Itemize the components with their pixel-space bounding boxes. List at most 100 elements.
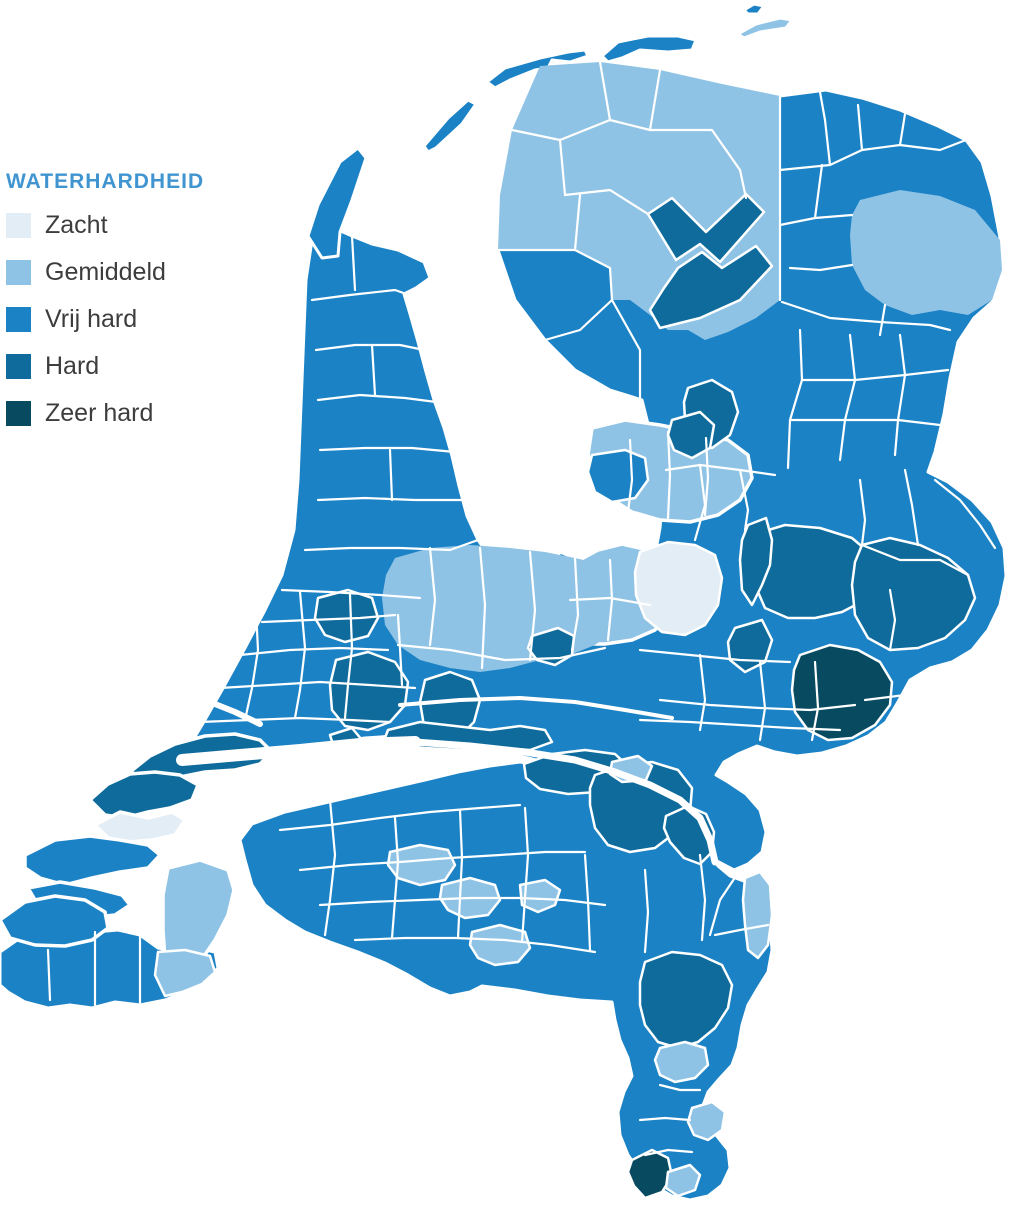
municipal-border: [353, 936, 597, 954]
municipal-border: [520, 806, 530, 944]
region-island-walcheren: [0, 894, 110, 948]
municipal-border: [396, 643, 607, 662]
region-nop-south-cell: [586, 448, 650, 504]
hard-swatch-icon: [6, 353, 31, 379]
legend-item-hard: Hard: [6, 353, 204, 379]
region-island-texel: [306, 146, 368, 260]
river-maas-waal: [411, 738, 719, 866]
municipal-border: [298, 850, 587, 872]
legend-item-label: Zeer hard: [45, 398, 154, 427]
municipal-border: [388, 448, 394, 502]
zeer-hard-swatch-icon: [6, 400, 31, 426]
municipal-border: [738, 468, 750, 532]
municipal-border: [350, 234, 357, 292]
municipal-border: [243, 588, 260, 722]
region-delta-hard-band-2: [88, 770, 200, 820]
river-waal-betuwe: [398, 696, 674, 720]
municipal-border: [318, 446, 457, 454]
river-nieuwe-maas: [176, 736, 421, 766]
region-brabant-light-6: [518, 878, 562, 914]
municipal-border: [903, 468, 920, 547]
municipal-border: [856, 103, 864, 152]
region-limburg-light-2: [653, 1040, 710, 1084]
region-se-brabant-hard: [638, 950, 734, 1050]
municipal-border: [343, 593, 354, 720]
municipal-border: [314, 343, 426, 352]
municipal-border: [800, 368, 950, 382]
legend-item-label: Vrij hard: [45, 304, 138, 333]
legend-item-vrij-hard: Vrij hard: [6, 306, 204, 332]
municipal-border: [46, 948, 52, 1002]
municipal-border: [316, 393, 438, 404]
legend-title: WATERHARDHEID: [6, 170, 205, 193]
region-island-schiermonnikoog: [736, 16, 794, 40]
municipal-border: [510, 128, 567, 197]
region-island-vlieland: [422, 98, 478, 154]
municipal-border: [898, 112, 907, 147]
municipal-border: [238, 646, 390, 657]
region-limburg-light-3: [686, 1100, 727, 1142]
region-friesland-hard-v2: [648, 244, 774, 330]
municipal-border: [638, 718, 842, 732]
municipal-border: [303, 538, 480, 552]
region-gelderse-vallei-zacht: [633, 540, 724, 637]
municipal-border: [838, 333, 857, 462]
region-limburg-light-4: [664, 1163, 702, 1198]
region-zh-hard-boskoop: [313, 588, 380, 644]
municipal-border: [573, 193, 582, 252]
municipal-border: [316, 496, 464, 502]
municipal-border: [860, 543, 970, 577]
municipal-border: [698, 653, 707, 732]
municipal-border: [664, 463, 777, 477]
municipal-border: [758, 660, 767, 742]
municipal-border: [648, 68, 662, 132]
municipal-border: [818, 90, 832, 167]
municipal-border: [666, 430, 672, 520]
municipal-border: [198, 716, 392, 724]
municipal-border: [643, 1148, 694, 1157]
municipal-border: [563, 188, 650, 216]
municipal-border: [543, 266, 614, 342]
municipal-border: [933, 478, 997, 550]
region-heuvelrug-hard: [526, 626, 576, 667]
municipal-border: [786, 328, 804, 470]
municipal-border: [643, 868, 650, 954]
municipal-border: [583, 853, 592, 952]
region-groningen-east-light: [850, 190, 1002, 315]
municipal-border: [570, 556, 580, 652]
legend-item-gemiddeld: Gemiddeld: [6, 259, 204, 285]
municipal-border: [658, 698, 857, 712]
region-veluwe-east-hard: [738, 516, 774, 607]
municipal-border: [893, 333, 907, 457]
municipal-border: [626, 438, 634, 514]
region-island-terschelling: [485, 48, 590, 90]
legend-item-label: Hard: [45, 351, 100, 380]
municipal-border: [390, 816, 400, 940]
municipal-border: [598, 60, 612, 122]
municipal-border: [280, 588, 422, 600]
legend-item-zeer-hard: Zeer hard: [6, 400, 204, 426]
municipal-border: [528, 550, 537, 662]
municipal-border: [788, 418, 942, 427]
municipal-border: [568, 596, 652, 607]
municipal-border: [558, 118, 714, 142]
municipal-border: [888, 588, 897, 652]
municipal-border: [858, 478, 867, 547]
region-zvl-east-light: [153, 948, 217, 998]
municipal-border: [703, 436, 710, 517]
municipal-border: [610, 298, 642, 400]
municipal-border: [278, 803, 522, 832]
municipal-border: [323, 798, 337, 937]
region-island-ameland: [600, 34, 698, 64]
municipal-border: [878, 303, 887, 337]
municipal-border: [638, 1116, 692, 1122]
municipal-border: [456, 808, 464, 940]
municipal-border: [370, 343, 377, 397]
region-limburg-light-east: [741, 870, 774, 960]
municipal-border: [780, 300, 952, 332]
zacht-swatch-icon: [6, 212, 31, 238]
municipal-border: [710, 128, 748, 200]
river-oude-maas: [167, 687, 263, 727]
municipal-border: [396, 613, 404, 687]
